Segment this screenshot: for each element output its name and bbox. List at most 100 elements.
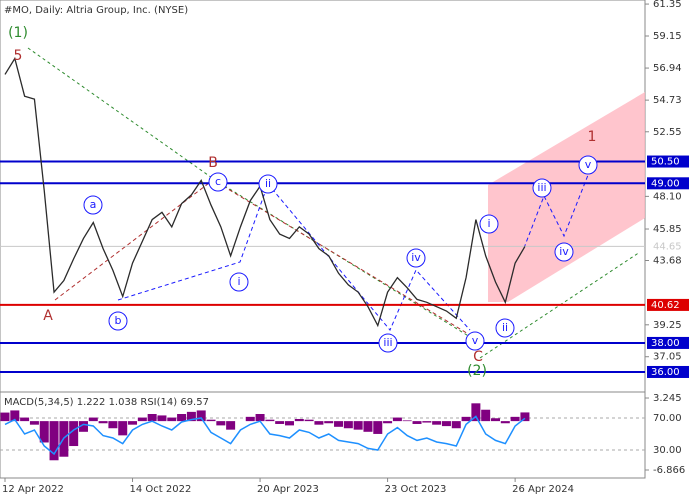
macd-bar (29, 421, 39, 425)
macd-bar (304, 419, 314, 422)
macd-bar (265, 419, 275, 422)
wave-circle (479, 214, 499, 234)
macd-bar (432, 421, 442, 425)
macd-bar (98, 421, 108, 424)
y2-tick-label: 30.00 (653, 445, 682, 456)
macd-bar (314, 421, 324, 425)
wave-label: v (472, 334, 479, 347)
macd-bar (481, 409, 491, 422)
macd-bar (10, 410, 20, 422)
macd-bar (69, 421, 79, 447)
level-box (647, 155, 689, 168)
x-tick-label: 23 Oct 2023 (385, 484, 447, 495)
wave-label: ii (265, 177, 271, 190)
y2-tick-label: 70.00 (653, 413, 682, 424)
price-line (4, 56, 526, 328)
x-tick-label: 14 Oct 2022 (130, 484, 192, 495)
macd-bar (402, 420, 412, 422)
level-label: 50.50 (651, 157, 680, 168)
macd-bar (275, 421, 285, 424)
wave-label: 5 (14, 48, 23, 64)
level-box (647, 177, 689, 190)
macd-bar (128, 421, 138, 425)
level-label: 49.00 (651, 178, 680, 189)
wave-label: i (487, 217, 490, 230)
wave-circle (532, 178, 552, 198)
macd-bar (520, 412, 530, 422)
chart-title: #MO, Daily: Altria Group, Inc. (NYSE) (4, 5, 188, 16)
macd-bar (441, 421, 451, 427)
wave-label: iv (559, 245, 569, 258)
level-label: 40.62 (651, 300, 680, 311)
macd-bar (353, 421, 363, 430)
macd-bar (412, 421, 422, 424)
macd-bar (461, 416, 471, 422)
macd-bar (88, 417, 98, 422)
wave-label: iii (537, 181, 546, 194)
wave-label: A (43, 308, 53, 324)
y-tick-label: 56.94 (653, 63, 682, 74)
y-tick-label: 39.25 (653, 320, 682, 331)
macd-bar (491, 418, 500, 422)
wave-circle (108, 311, 128, 331)
wave-label: v (585, 158, 592, 171)
x-tick-label: 12 Apr 2022 (2, 484, 64, 495)
macd-bar (294, 418, 304, 422)
macd-bar (78, 421, 88, 432)
wave-circle (378, 333, 398, 353)
x-tick-label: 20 Apr 2023 (257, 484, 319, 495)
macd-bar (226, 421, 236, 430)
level-label: 36.00 (651, 367, 680, 378)
y-tick-label: 37.05 (653, 352, 682, 363)
macd-bar (284, 421, 294, 426)
y-tick-label: -6.866 (653, 465, 685, 476)
wave-label: B (208, 155, 218, 171)
wave-label: (1) (8, 25, 28, 41)
y-tick-label: 45.85 (653, 224, 682, 235)
macd-bar (471, 403, 481, 422)
wave-label: iv (411, 251, 421, 264)
y-tick-label: 61.35 (653, 0, 682, 10)
wave-circle (578, 155, 598, 175)
macd-bar (20, 417, 30, 422)
macd-bar (500, 421, 510, 424)
y-tick-label: 54.73 (653, 95, 682, 106)
macd-bar (324, 421, 334, 424)
wave-line (117, 183, 471, 331)
y-tick-label: 43.68 (653, 256, 682, 267)
x-tick-label: 26 Apr 2024 (512, 484, 574, 495)
macd-bar (137, 417, 147, 422)
macd-bar (422, 421, 432, 423)
macd-bar (363, 421, 373, 432)
wave-label: b (115, 314, 122, 327)
macd-bar (451, 421, 461, 429)
wave-circle (83, 195, 103, 215)
wave-circle (208, 172, 228, 192)
macd-bar (157, 415, 167, 422)
macd-bar (49, 421, 59, 461)
y-tick-label: 48.10 (653, 191, 682, 202)
rsi-line (4, 415, 526, 456)
wave-circle (495, 318, 515, 338)
wave-label: ii (502, 321, 508, 334)
wave-circle (554, 242, 574, 262)
level-label: 38.00 (651, 338, 680, 349)
macd-bar (177, 414, 187, 422)
macd-bar (206, 419, 216, 422)
wave-circle (229, 272, 249, 292)
macd-bar (147, 414, 157, 422)
macd-bar (196, 410, 206, 422)
wave-circle (465, 331, 485, 351)
trend-line (479, 251, 641, 359)
macd-bar (245, 416, 255, 422)
macd-bar (510, 416, 520, 422)
macd-bar (383, 421, 393, 424)
macd-bar (392, 417, 402, 422)
level-box (647, 336, 689, 349)
macd-bar (167, 417, 177, 422)
y-tick-label: 59.15 (653, 31, 682, 42)
level-box (647, 365, 689, 378)
wave-label: (2) (467, 363, 487, 379)
y-tick-label: 3.245 (653, 393, 682, 404)
macd-bar (334, 421, 344, 427)
